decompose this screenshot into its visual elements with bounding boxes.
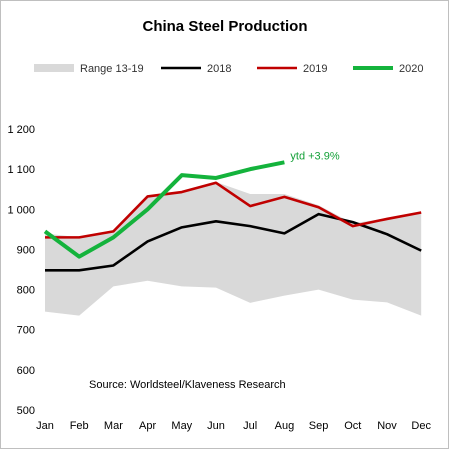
x-tick-label: Aug (275, 420, 295, 432)
y-axis: 500 600 700 800 900 1 000 1 100 1 200 (7, 124, 35, 417)
y-tick-label: 700 (17, 325, 35, 337)
legend-label-2020: 2020 (399, 63, 423, 75)
series-line-2019 (45, 181, 422, 239)
y-tick-label: 800 (17, 285, 35, 297)
chart-title: China Steel Production (142, 18, 307, 35)
x-tick-label: Oct (344, 420, 361, 432)
ytd-annotation: ytd +3.9% (290, 150, 339, 162)
x-tick-label: Nov (377, 420, 397, 432)
y-tick-label: 1 000 (7, 204, 35, 216)
y-tick-label: 1 200 (7, 124, 35, 136)
legend-label-2018: 2018 (207, 63, 231, 75)
x-axis: Jan Feb Mar Apr May Jun Jul Aug Sep Oct Nov Dec (36, 420, 431, 432)
legend-swatch-range (34, 64, 74, 72)
x-tick-label: Apr (139, 420, 156, 432)
y-tick-label: 900 (17, 244, 35, 256)
y-tick-label: 1 100 (7, 164, 35, 176)
series-lines (43, 160, 422, 272)
source-note: Source: Worldsteel/Klaveness Research (89, 379, 286, 391)
x-tick-label: Sep (309, 420, 329, 432)
x-tick-label: Jul (243, 420, 257, 432)
legend: Range 13-19 2018 2019 2020 (34, 63, 423, 75)
range-band (45, 181, 422, 316)
legend-label-range: Range 13-19 (80, 63, 144, 75)
x-tick-label: Mar (104, 420, 123, 432)
x-tick-label: Feb (70, 420, 89, 432)
x-tick-label: May (171, 420, 192, 432)
x-tick-label: Jan (36, 420, 54, 432)
legend-label-2019: 2019 (303, 63, 327, 75)
x-tick-label: Jun (207, 420, 225, 432)
y-tick-label: 600 (17, 365, 35, 377)
y-tick-label: 500 (17, 405, 35, 417)
series-line-2020 (43, 160, 285, 259)
x-tick-label: Dec (411, 420, 431, 432)
